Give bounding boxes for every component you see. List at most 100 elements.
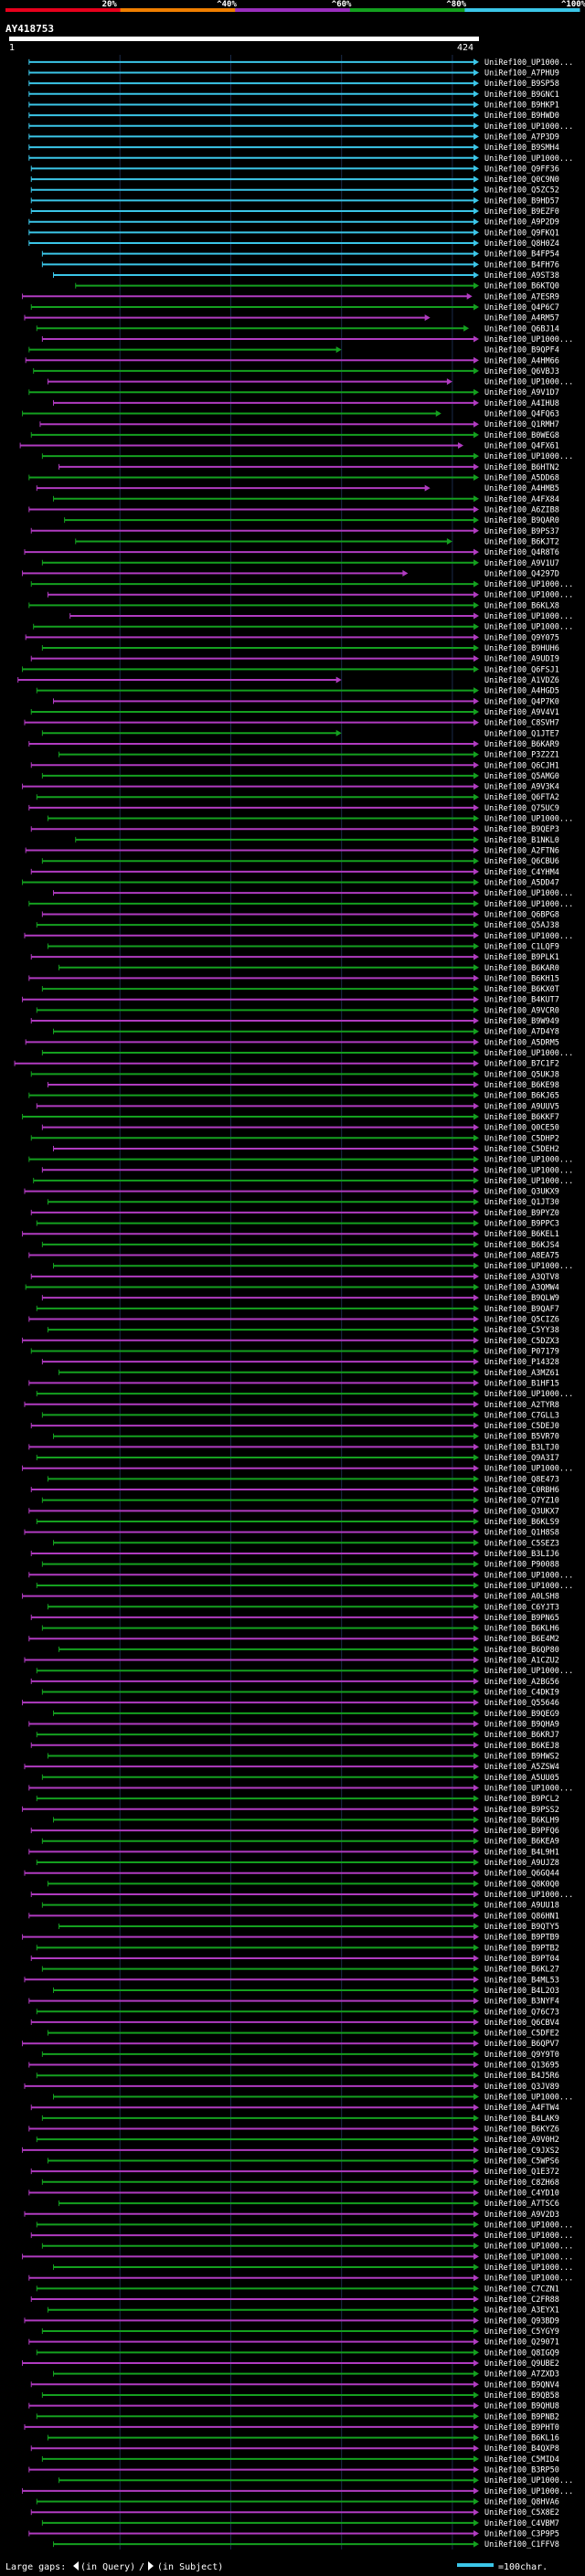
hit-label-111[interactable]: UniRef100_B6KJS4 [484, 1241, 559, 1250]
hit-label-110[interactable]: UniRef100_B6KEL1 [484, 1230, 559, 1239]
hit-label-175[interactable]: UniRef100_B9QTY5 [484, 1923, 559, 1932]
hit-label-46[interactable]: UniRef100_Q4R8T6 [484, 548, 559, 557]
hit-label-63[interactable]: UniRef100_Q1JTE7 [484, 729, 559, 738]
hit-label-141[interactable]: UniRef100_P90088 [484, 1561, 559, 1570]
hit-label-119[interactable]: UniRef100_C5YY38 [484, 1326, 559, 1335]
hit-label-42[interactable]: UniRef100_A6ZIB8 [484, 505, 559, 514]
hit-label-24[interactable]: UniRef100_A4RM57 [484, 314, 559, 323]
hit-label-230[interactable]: UniRef100_C5X8E2 [484, 2508, 559, 2518]
hit-label-152[interactable]: UniRef100_A2BG56 [484, 1678, 559, 1687]
hit-label-162[interactable]: UniRef100_UP1000... [484, 1784, 573, 1793]
hit-label-9[interactable]: UniRef100_UP1000... [484, 154, 573, 164]
hit-label-64[interactable]: UniRef100_B6KAR9 [484, 740, 559, 749]
hit-label-72[interactable]: UniRef100_B9QEP3 [484, 825, 559, 834]
hit-label-68[interactable]: UniRef100_A9V3K4 [484, 783, 559, 792]
hit-label-50[interactable]: UniRef100_UP1000... [484, 591, 573, 600]
hit-label-176[interactable]: UniRef100_B9PTB9 [484, 1934, 559, 1943]
hit-label-147[interactable]: UniRef100_B6KLH6 [484, 1625, 559, 1634]
hit-label-14[interactable]: UniRef100_B9EZF0 [484, 207, 559, 217]
hit-label-99[interactable]: UniRef100_B6KKF7 [484, 1113, 559, 1122]
hit-label-190[interactable]: UniRef100_Q3JV89 [484, 2083, 559, 2092]
hit-label-153[interactable]: UniRef100_C4DKI9 [484, 1689, 559, 1698]
hit-label-7[interactable]: UniRef100_A7P3D9 [484, 133, 559, 142]
hit-label-126[interactable]: UniRef100_A2TYR8 [484, 1401, 559, 1410]
hit-label-32[interactable]: UniRef100_A4IHU8 [484, 399, 559, 408]
hit-label-214[interactable]: UniRef100_Q29071 [484, 2338, 559, 2348]
hit-label-223[interactable]: UniRef100_B6KL16 [484, 2434, 559, 2443]
hit-label-48[interactable]: UniRef100_Q4297D [484, 569, 559, 578]
hit-label-57[interactable]: UniRef100_Q6FSJ1 [484, 665, 559, 674]
hit-label-224[interactable]: UniRef100_B4QXP8 [484, 2444, 559, 2454]
hit-label-207[interactable]: UniRef100_UP1000... [484, 2263, 573, 2273]
hit-label-144[interactable]: UniRef100_A0LSH8 [484, 1593, 559, 1602]
hit-label-15[interactable]: UniRef100_A9P2D9 [484, 218, 559, 228]
hit-label-173[interactable]: UniRef100_A9UU18 [484, 1902, 559, 1911]
hit-label-161[interactable]: UniRef100_A5UU05 [484, 1774, 559, 1783]
hit-label-112[interactable]: UniRef100_A8EA75 [484, 1252, 559, 1261]
hit-label-194[interactable]: UniRef100_B6KYZ6 [484, 2125, 559, 2135]
hit-label-18[interactable]: UniRef100_B4FP54 [484, 250, 559, 260]
hit-label-33[interactable]: UniRef100_Q4FQ63 [484, 410, 559, 419]
hit-label-167[interactable]: UniRef100_B6KEA9 [484, 1838, 559, 1847]
hit-label-23[interactable]: UniRef100_Q4P6C7 [484, 303, 559, 313]
hit-label-215[interactable]: UniRef100_Q8IGQ9 [484, 2348, 559, 2358]
hit-label-180[interactable]: UniRef100_B4ML53 [484, 1976, 559, 1985]
hit-label-60[interactable]: UniRef100_Q4P7K0 [484, 697, 559, 706]
hit-label-73[interactable]: UniRef100_B1NKL0 [484, 836, 559, 845]
hit-label-92[interactable]: UniRef100_A5DRM5 [484, 1038, 559, 1047]
hit-label-181[interactable]: UniRef100_B4L2O3 [484, 1987, 559, 1996]
hit-label-49[interactable]: UniRef100_UP1000... [484, 580, 573, 589]
hit-label-145[interactable]: UniRef100_C6YJT3 [484, 1603, 559, 1612]
hit-label-199[interactable]: UniRef100_C8ZH68 [484, 2178, 559, 2188]
hit-label-203[interactable]: UniRef100_UP1000... [484, 2221, 573, 2230]
hit-label-76[interactable]: UniRef100_C4YHM4 [484, 868, 559, 877]
hit-label-98[interactable]: UniRef100_A9UUV5 [484, 1102, 559, 1111]
hit-label-117[interactable]: UniRef100_B9QAF7 [484, 1305, 559, 1314]
hit-label-226[interactable]: UniRef100_B3RP50 [484, 2466, 559, 2475]
hit-label-128[interactable]: UniRef100_C5DEJ0 [484, 1422, 559, 1431]
hit-label-13[interactable]: UniRef100_B9HD57 [484, 196, 559, 206]
hit-label-143[interactable]: UniRef100_UP1000... [484, 1582, 573, 1591]
hit-label-91[interactable]: UniRef100_A7D4Y8 [484, 1028, 559, 1037]
hit-label-8[interactable]: UniRef100_B9SMH4 [484, 143, 559, 153]
hit-label-43[interactable]: UniRef100_B9QAR0 [484, 516, 559, 525]
hit-label-163[interactable]: UniRef100_B9PCL2 [484, 1795, 559, 1804]
hit-label-206[interactable]: UniRef100_UP1000... [484, 2253, 573, 2262]
hit-label-233[interactable]: UniRef100_C1FFV8 [484, 2540, 559, 2549]
hit-label-95[interactable]: UniRef100_Q5UKJ8 [484, 1070, 559, 1079]
hit-label-139[interactable]: UniRef100_C5SEZ3 [484, 1539, 559, 1548]
hit-label-159[interactable]: UniRef100_B9HWS2 [484, 1752, 559, 1761]
hit-label-219[interactable]: UniRef100_B9QB58 [484, 2391, 559, 2401]
hit-label-218[interactable]: UniRef100_B9QNV4 [484, 2380, 559, 2390]
hit-label-124[interactable]: UniRef100_B1HF15 [484, 1379, 559, 1388]
hit-label-101[interactable]: UniRef100_C5DHP2 [484, 1134, 559, 1143]
hit-label-182[interactable]: UniRef100_B3NYF4 [484, 1998, 559, 2007]
hit-label-0[interactable]: UniRef100_UP1000... [484, 58, 573, 68]
hit-label-114[interactable]: UniRef100_A3QTV8 [484, 1273, 559, 1282]
hit-label-220[interactable]: UniRef100_B9QHU8 [484, 2402, 559, 2412]
hit-label-102[interactable]: UniRef100_C5DEH2 [484, 1145, 559, 1154]
hit-label-88[interactable]: UniRef100_B4KUT7 [484, 996, 559, 1005]
hit-label-45[interactable]: UniRef100_B6KJT2 [484, 537, 559, 546]
hit-label-87[interactable]: UniRef100_B6KX0T [484, 985, 559, 994]
hit-label-29[interactable]: UniRef100_Q6VBJ3 [484, 367, 559, 376]
hit-label-21[interactable]: UniRef100_B6KTQ0 [484, 282, 559, 292]
hit-label-189[interactable]: UniRef100_B4J5R6 [484, 2072, 559, 2081]
hit-label-186[interactable]: UniRef100_B6QPV7 [484, 2040, 559, 2049]
hit-label-3[interactable]: UniRef100_B9GNC1 [484, 90, 559, 100]
hit-label-2[interactable]: UniRef100_B9SP58 [484, 80, 559, 89]
hit-label-103[interactable]: UniRef100_UP1000... [484, 1156, 573, 1165]
hit-label-158[interactable]: UniRef100_B6KEJ8 [484, 1742, 559, 1751]
hit-label-96[interactable]: UniRef100_B6KE98 [484, 1081, 559, 1090]
hit-label-6[interactable]: UniRef100_UP1000... [484, 122, 573, 132]
hit-label-35[interactable]: UniRef100_B0WEG8 [484, 431, 559, 440]
hit-label-83[interactable]: UniRef100_C1LQF9 [484, 942, 559, 951]
hit-label-31[interactable]: UniRef100_A9V1D7 [484, 388, 559, 398]
hit-label-70[interactable]: UniRef100_Q75UC9 [484, 804, 559, 813]
hit-label-51[interactable]: UniRef100_B6KLX8 [484, 601, 559, 610]
hit-label-202[interactable]: UniRef100_A9V2D3 [484, 2210, 559, 2220]
hit-label-185[interactable]: UniRef100_C5DFE2 [484, 2030, 559, 2039]
hit-label-34[interactable]: UniRef100_Q1RMH7 [484, 420, 559, 429]
hit-label-201[interactable]: UniRef100_A7TSC6 [484, 2200, 559, 2209]
hit-label-81[interactable]: UniRef100_Q5AJ38 [484, 921, 559, 930]
